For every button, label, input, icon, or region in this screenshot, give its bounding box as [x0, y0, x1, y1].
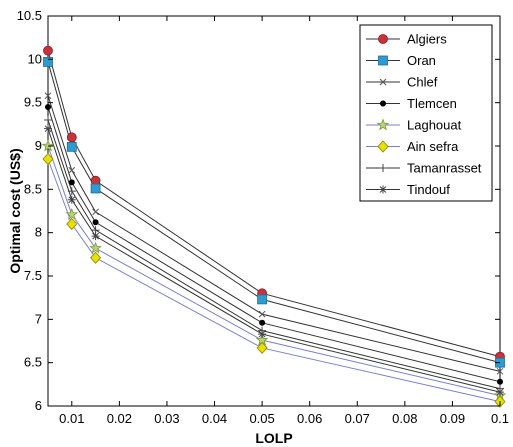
legend-label-chlef: Chlef [407, 75, 438, 90]
legend-marker-tindouf [379, 186, 387, 194]
x-tick-label: 0.01 [59, 411, 84, 426]
data-point-tindouf [258, 330, 266, 338]
legend-label-laghouat: Laghouat [407, 118, 462, 133]
y-tick-label: 8.5 [24, 181, 42, 196]
data-point-tindouf [44, 125, 52, 133]
y-tick-label: 6.5 [24, 355, 42, 370]
legend-label-tamanrasset: Tamanrasset [407, 161, 482, 176]
data-point-tlemcen [93, 219, 99, 225]
y-tick-label: 10.5 [17, 8, 42, 23]
y-tick-label: 8 [35, 225, 42, 240]
data-point-oran [91, 184, 100, 193]
y-tick-label: 9 [35, 138, 42, 153]
data-point-oran [67, 142, 76, 151]
x-tick-label: 0.02 [107, 411, 132, 426]
data-point-algiers [67, 133, 76, 142]
data-point-oran [44, 57, 53, 66]
data-point-tindouf [68, 196, 76, 204]
y-tick-label: 7 [35, 311, 42, 326]
x-tick-label: 0.07 [345, 411, 370, 426]
x-tick-label: 0.04 [202, 411, 227, 426]
x-axis-title: LOLP [255, 430, 292, 446]
data-point-tlemcen [497, 379, 503, 385]
x-tick-label: 0.03 [154, 411, 179, 426]
data-point-tlemcen [259, 320, 265, 326]
legend-label-ain-sefra: Ain sefra [407, 139, 459, 154]
legend-label-algiers: Algiers [407, 32, 447, 47]
y-tick-label: 7.5 [24, 268, 42, 283]
y-tick-label: 6 [35, 398, 42, 413]
x-tick-label: 0.1 [491, 411, 509, 426]
legend-marker-algiers [379, 35, 388, 44]
data-point-tindouf [92, 232, 100, 240]
x-tick-label: 0.05 [249, 411, 274, 426]
x-tick-label: 0.08 [392, 411, 417, 426]
y-tick-label: 9.5 [24, 95, 42, 110]
data-point-oran [258, 295, 267, 304]
legend-label-tindouf: Tindouf [407, 182, 450, 197]
legend-marker-tlemcen [380, 101, 386, 107]
data-point-algiers [44, 46, 53, 55]
y-tick-label: 10 [28, 51, 42, 66]
x-tick-label: 0.09 [440, 411, 465, 426]
y-axis-title: Optimal cost (US$) [7, 148, 23, 273]
legend-label-oran: Oran [407, 53, 436, 68]
data-point-tlemcen [45, 104, 51, 110]
legend: Algiers Oran Chlef Tlemcen Laghouat Ain sefra… [360, 25, 492, 201]
x-tick-label: 0.06 [297, 411, 322, 426]
data-point-tindouf [496, 388, 504, 396]
data-point-tlemcen [69, 179, 75, 185]
legend-label-tlemcen: Tlemcen [407, 96, 457, 111]
legend-marker-oran [379, 56, 388, 65]
